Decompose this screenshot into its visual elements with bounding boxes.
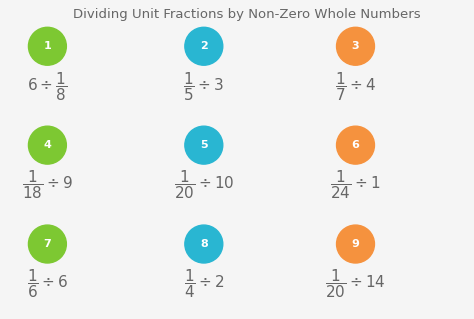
Text: $6\div\dfrac{1}{8}$: $6\div\dfrac{1}{8}$ (27, 70, 67, 102)
Text: $\dfrac{1}{24}\div 1$: $\dfrac{1}{24}\div 1$ (330, 169, 381, 201)
Text: 4: 4 (44, 140, 51, 150)
Ellipse shape (337, 225, 374, 263)
Text: 7: 7 (44, 239, 51, 249)
Text: 8: 8 (200, 239, 208, 249)
Text: Dividing Unit Fractions by Non-Zero Whole Numbers: Dividing Unit Fractions by Non-Zero Whol… (73, 8, 420, 21)
Ellipse shape (28, 126, 66, 164)
Text: $\dfrac{1}{7}\div 4$: $\dfrac{1}{7}\div 4$ (335, 70, 376, 102)
Text: 1: 1 (44, 41, 51, 51)
Ellipse shape (28, 27, 66, 65)
Ellipse shape (185, 225, 223, 263)
Text: $\dfrac{1}{5}\div 3$: $\dfrac{1}{5}\div 3$ (183, 70, 224, 102)
Text: $\dfrac{1}{20}\div 10$: $\dfrac{1}{20}\div 10$ (173, 169, 234, 201)
Ellipse shape (28, 225, 66, 263)
Ellipse shape (337, 126, 374, 164)
Ellipse shape (185, 27, 223, 65)
Ellipse shape (185, 126, 223, 164)
Text: 2: 2 (200, 41, 208, 51)
Text: 3: 3 (352, 41, 359, 51)
Text: 5: 5 (200, 140, 208, 150)
Text: $\dfrac{1}{4}\div 2$: $\dfrac{1}{4}\div 2$ (183, 268, 224, 300)
Ellipse shape (337, 27, 374, 65)
Text: $\dfrac{1}{6}\div 6$: $\dfrac{1}{6}\div 6$ (27, 268, 68, 300)
Text: 9: 9 (352, 239, 359, 249)
Text: $\dfrac{1}{20}\div 14$: $\dfrac{1}{20}\div 14$ (325, 268, 386, 300)
Text: $\dfrac{1}{18}\div 9$: $\dfrac{1}{18}\div 9$ (22, 169, 73, 201)
Text: 6: 6 (352, 140, 359, 150)
